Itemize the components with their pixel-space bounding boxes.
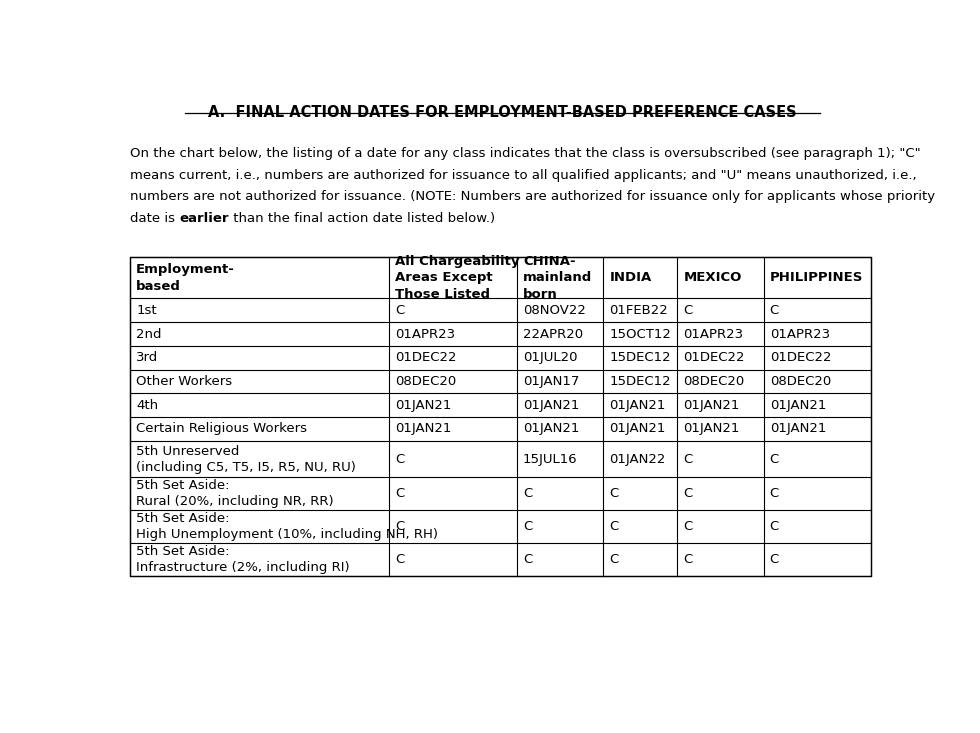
Text: 4th: 4th [136,399,159,412]
Text: C: C [523,520,532,533]
Text: 01APR23: 01APR23 [683,328,744,341]
Text: 5th Unreserved
(including C5, T5, I5, R5, NU, RU): 5th Unreserved (including C5, T5, I5, R5… [136,444,356,474]
Text: than the final action date listed below.): than the final action date listed below.… [229,212,495,224]
Text: 01JUL20: 01JUL20 [523,351,577,364]
Text: C: C [683,487,693,500]
Text: 15DEC12: 15DEC12 [610,375,671,388]
Text: 01JAN21: 01JAN21 [523,399,579,412]
Text: 08NOV22: 08NOV22 [523,304,586,317]
Text: 01JAN21: 01JAN21 [610,422,665,435]
Text: C: C [683,452,693,465]
Text: Other Workers: Other Workers [136,375,232,388]
Text: C: C [683,520,693,533]
Text: C: C [395,487,405,500]
Text: 01JAN21: 01JAN21 [769,399,826,412]
Text: C: C [769,452,779,465]
Text: numbers are not authorized for issuance. (NOTE: Numbers are authorized for issua: numbers are not authorized for issuance.… [130,190,935,203]
Text: C: C [395,452,405,465]
Text: A.  FINAL ACTION DATES FOR EMPLOYMENT-BASED PREFERENCE CASES: A. FINAL ACTION DATES FOR EMPLOYMENT-BAS… [208,105,797,120]
Text: On the chart below, the listing of a date for any class indicates that the class: On the chart below, the listing of a dat… [130,147,921,161]
Text: 1st: 1st [136,304,157,317]
Text: C: C [610,520,618,533]
Text: 01JAN22: 01JAN22 [610,452,665,465]
Text: 2nd: 2nd [136,328,162,341]
Text: Employment-
based: Employment- based [136,263,235,292]
Text: 01JAN21: 01JAN21 [769,422,826,435]
Text: 08DEC20: 08DEC20 [683,375,745,388]
Text: C: C [769,553,779,566]
Text: 01JAN21: 01JAN21 [683,399,740,412]
Text: 01JAN21: 01JAN21 [395,422,452,435]
Text: C: C [395,520,405,533]
Text: 01DEC22: 01DEC22 [769,351,831,364]
Text: 01JAN21: 01JAN21 [683,422,740,435]
Text: 3rd: 3rd [136,351,159,364]
Text: 01FEB22: 01FEB22 [610,304,668,317]
Text: 01JAN21: 01JAN21 [523,422,579,435]
Text: CHINA-
mainland
born: CHINA- mainland born [523,255,592,301]
Text: 5th Set Aside:
Infrastructure (2%, including RI): 5th Set Aside: Infrastructure (2%, inclu… [136,545,350,574]
Text: 15JUL16: 15JUL16 [523,452,577,465]
Text: 01APR23: 01APR23 [395,328,456,341]
Text: 22APR20: 22APR20 [523,328,583,341]
Text: MEXICO: MEXICO [683,271,742,284]
Text: C: C [395,553,405,566]
Text: C: C [610,487,618,500]
Text: C: C [683,304,693,317]
Text: 15OCT12: 15OCT12 [610,328,671,341]
Text: All Chargeability
Areas Except
Those Listed: All Chargeability Areas Except Those Lis… [395,255,519,301]
Text: 01JAN17: 01JAN17 [523,375,579,388]
Text: earlier: earlier [179,212,229,224]
Bar [130,257,870,575]
Text: 08DEC20: 08DEC20 [769,375,831,388]
Text: C: C [683,553,693,566]
Text: PHILIPPINES: PHILIPPINES [769,271,863,284]
Text: means current, i.e., numbers are authorized for issuance to all qualified applic: means current, i.e., numbers are authori… [130,169,916,182]
Text: 01JAN21: 01JAN21 [610,399,665,412]
Text: 01APR23: 01APR23 [769,328,830,341]
Text: 15DEC12: 15DEC12 [610,351,671,364]
Text: C: C [769,520,779,533]
Text: C: C [769,304,779,317]
Text: 5th Set Aside:
Rural (20%, including NR, RR): 5th Set Aside: Rural (20%, including NR,… [136,479,334,508]
Text: date is: date is [130,212,179,224]
Text: C: C [523,487,532,500]
Text: 5th Set Aside:
High Unemployment (10%, including NH, RH): 5th Set Aside: High Unemployment (10%, i… [136,512,438,541]
Text: 01JAN21: 01JAN21 [395,399,452,412]
Text: 08DEC20: 08DEC20 [395,375,457,388]
Text: Certain Religious Workers: Certain Religious Workers [136,422,307,435]
Text: C: C [769,487,779,500]
Text: 01DEC22: 01DEC22 [395,351,457,364]
Text: 01DEC22: 01DEC22 [683,351,745,364]
Text: C: C [523,553,532,566]
Text: C: C [610,553,618,566]
Text: INDIA: INDIA [610,271,652,284]
Text: C: C [395,304,405,317]
